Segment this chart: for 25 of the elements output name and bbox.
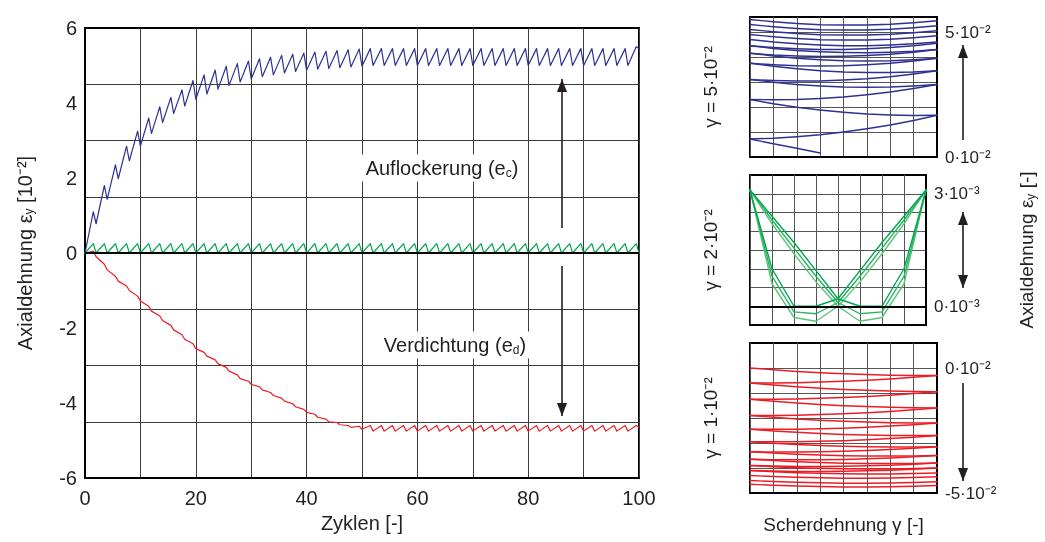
y-tick-label: 0 [65,242,77,264]
y-tick-label: -6 [59,467,77,489]
y-axis-title: Axialdehnung εy [-] [1016,171,1038,329]
text: γ = 5·10⁻² [700,46,721,128]
x-tick-label: 20 [184,487,207,509]
x-axis-title: Scherdehnung γ [-] [763,514,924,535]
x-tick-label: 60 [406,487,429,509]
y-tick-label: 6 [65,17,77,39]
y-tick-label: 5·10⁻² [945,22,992,42]
x-tick-label: 80 [517,487,540,509]
y-tick-label: 2 [65,167,77,189]
y-tick-label: -2 [59,317,77,339]
y-tick-label: 4 [65,92,77,114]
x-tick-label: 0 [79,487,91,509]
y-tick-label: 0·10⁻² [945,358,992,378]
text: γ = 1·10⁻² [700,377,721,459]
y-tick-label: 0·10⁻³ [934,296,981,316]
x-tick-label: 40 [295,487,318,509]
x-tick-label: 100 [622,487,656,509]
y-tick-label: 0·10⁻² [945,147,992,167]
y-tick-label: -5·10⁻² [945,483,997,503]
x-axis-title: Zyklen [-] [320,511,404,534]
y-tick-label: -4 [59,392,77,414]
y-tick-label: 3·10⁻³ [934,184,981,204]
text: γ = 2·10⁻² [700,209,721,291]
